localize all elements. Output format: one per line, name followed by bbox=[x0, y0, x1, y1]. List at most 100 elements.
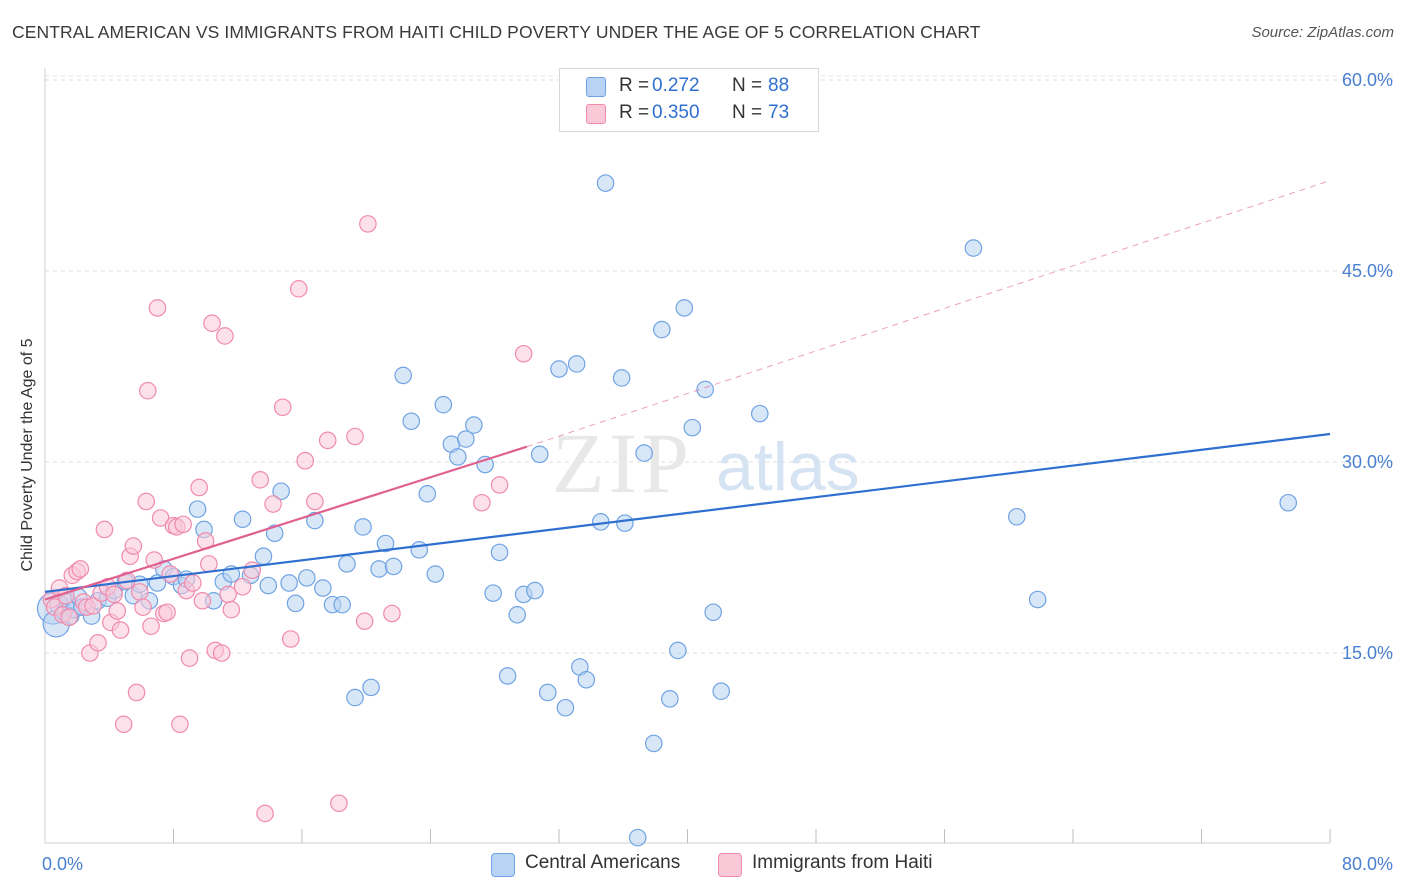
central-american-point bbox=[1007, 507, 1026, 526]
central-american-point bbox=[490, 543, 509, 562]
haiti-point bbox=[346, 427, 364, 446]
haiti-point bbox=[243, 561, 262, 580]
haiti-point bbox=[200, 555, 218, 573]
haiti-point bbox=[355, 612, 374, 630]
watermark-zip: ZIP bbox=[552, 415, 693, 511]
haiti-point bbox=[306, 492, 324, 511]
haiti-point bbox=[473, 493, 491, 512]
central-american-point bbox=[616, 514, 634, 532]
central-american-point bbox=[394, 366, 412, 385]
haiti-point bbox=[264, 495, 282, 513]
haiti-point bbox=[161, 565, 180, 583]
haiti-point bbox=[219, 585, 237, 604]
central-american-point bbox=[265, 524, 284, 543]
central-american-point bbox=[362, 678, 380, 697]
central-american-point bbox=[370, 560, 388, 578]
y-tick-label: 30.0% bbox=[1342, 452, 1393, 472]
y-tick-label: 15.0% bbox=[1342, 643, 1393, 663]
y-tick-label: 60.0% bbox=[1342, 70, 1393, 90]
haiti-trendline bbox=[44, 445, 528, 601]
central-american-point bbox=[354, 518, 372, 536]
haiti-point bbox=[193, 591, 212, 610]
haiti-point bbox=[222, 600, 241, 619]
central-american-point bbox=[465, 416, 483, 434]
haiti-point bbox=[183, 574, 202, 592]
central-american-point bbox=[704, 603, 722, 622]
central-american-point bbox=[712, 682, 731, 700]
pink-swatch-icon bbox=[718, 853, 742, 877]
central-american-point bbox=[314, 579, 332, 597]
haiti-point bbox=[383, 604, 401, 623]
haiti-point bbox=[108, 602, 127, 620]
central-american-point bbox=[652, 320, 671, 339]
haiti-point bbox=[134, 598, 152, 616]
correlation-legend: R = 0.272 N = 88 R = 0.350 N = 73 bbox=[559, 68, 819, 132]
central-american-point bbox=[434, 395, 453, 414]
central-american-point bbox=[418, 485, 437, 503]
central-american-point bbox=[526, 581, 544, 600]
blue-swatch-icon bbox=[586, 77, 606, 97]
central-american-point bbox=[538, 683, 557, 702]
central-american-point bbox=[508, 605, 527, 624]
r-key: R = bbox=[619, 102, 650, 123]
haiti-point bbox=[330, 794, 348, 813]
central-american-point bbox=[188, 500, 207, 518]
n-key: N = bbox=[732, 102, 763, 123]
haiti-point bbox=[190, 478, 208, 497]
central-american-point bbox=[298, 569, 316, 587]
central-american-point bbox=[426, 565, 445, 583]
central-american-point bbox=[376, 534, 395, 553]
central-american-point bbox=[567, 355, 586, 373]
central-american-point bbox=[449, 448, 467, 466]
haiti-point bbox=[111, 621, 130, 639]
haiti-point bbox=[256, 804, 274, 823]
haiti-point bbox=[142, 617, 160, 636]
central-american-point bbox=[669, 641, 687, 660]
haiti-point bbox=[158, 603, 176, 622]
central-american-point bbox=[675, 299, 694, 317]
central-american-point bbox=[628, 828, 647, 847]
legend-label: Immigrants from Haiti bbox=[752, 852, 933, 873]
haiti-point bbox=[490, 476, 509, 494]
haiti-point bbox=[233, 577, 252, 596]
central-american-point bbox=[661, 690, 679, 708]
haiti-point bbox=[84, 597, 102, 615]
central-american-point bbox=[530, 445, 549, 464]
central-american-point bbox=[457, 430, 475, 448]
central-american-point bbox=[333, 595, 351, 614]
central-american-point bbox=[750, 404, 769, 423]
r-value: 0.350 bbox=[652, 102, 700, 123]
central-american-point bbox=[280, 574, 298, 592]
haiti-point bbox=[359, 215, 377, 233]
central-american-point bbox=[550, 360, 568, 378]
haiti-point bbox=[130, 583, 149, 601]
watermark-atlas: atlas bbox=[716, 429, 860, 505]
haiti-point bbox=[216, 327, 234, 345]
central-american-point bbox=[338, 555, 356, 573]
central-american-point bbox=[683, 418, 702, 437]
central-american-point bbox=[306, 511, 324, 530]
x-tick-label: 80.0% bbox=[1342, 854, 1393, 874]
central-american-point bbox=[346, 688, 364, 707]
haiti-point bbox=[114, 715, 133, 734]
central-american-point bbox=[612, 369, 631, 387]
central-american-point bbox=[696, 380, 714, 399]
haiti-point bbox=[171, 715, 189, 734]
pink-swatch-icon bbox=[586, 104, 606, 124]
legend-label: Central Americans bbox=[525, 852, 681, 873]
central-american-point bbox=[635, 444, 653, 462]
central-american-point bbox=[577, 670, 596, 689]
haiti-point bbox=[127, 683, 146, 702]
haiti-point bbox=[71, 560, 90, 578]
central-american-point bbox=[596, 174, 615, 192]
central-american-point bbox=[286, 594, 305, 613]
n-value: 88 bbox=[768, 75, 790, 96]
y-tick-label: 45.0% bbox=[1342, 261, 1393, 281]
haiti-point bbox=[203, 314, 221, 333]
haiti-point bbox=[151, 509, 170, 527]
haiti-point bbox=[174, 515, 192, 534]
central-american-point bbox=[964, 239, 983, 257]
haiti-point bbox=[60, 608, 78, 627]
haiti-point bbox=[212, 644, 231, 662]
